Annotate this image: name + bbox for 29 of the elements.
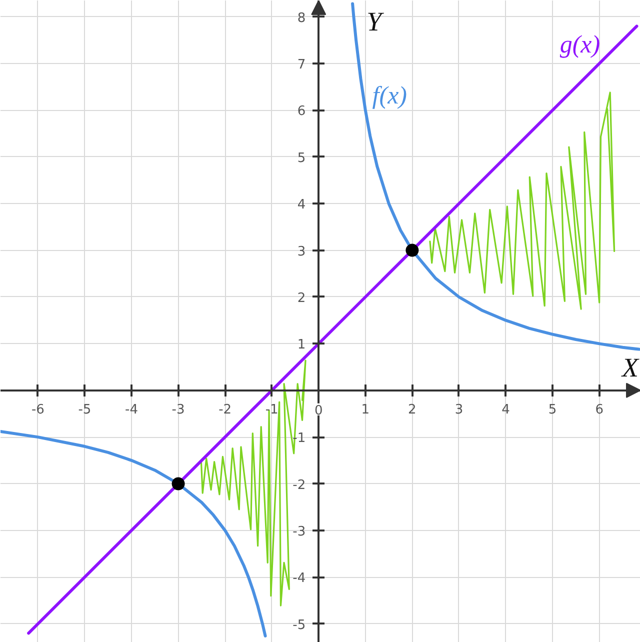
series-label: f(x): [372, 82, 408, 110]
y-tick-label: -3: [292, 524, 306, 540]
y-tick-label: 4: [297, 198, 306, 213]
x-tick-label: -1: [265, 402, 278, 418]
x-tick-label: -6: [31, 402, 44, 418]
y-tick-label: 8: [297, 10, 306, 26]
y-tick-label: 2: [297, 290, 306, 306]
y-tick-label: -4: [292, 571, 306, 586]
y-axis-title: Y: [366, 6, 385, 36]
x-tick-label: 2: [408, 402, 416, 418]
y-tick-label: 5: [297, 150, 306, 166]
y-tick-label: 1: [297, 338, 306, 353]
y-tick-label: 3: [297, 244, 306, 260]
x-tick-label: 6: [595, 402, 604, 418]
series-label: g(x): [560, 31, 600, 58]
x-tick-label: -4: [125, 402, 138, 418]
x-tick-label: 5: [548, 402, 557, 418]
x-tick-label: 1: [361, 402, 370, 418]
x-tick-label: 4: [502, 402, 510, 418]
x-tick-label: 3: [454, 402, 464, 418]
x-tick-label: -5: [78, 402, 92, 418]
x-tick-label: -3: [172, 402, 185, 418]
y-tick-label: 6: [297, 104, 306, 120]
x-tick-label: -2: [218, 402, 232, 418]
y-tick-label: -5: [292, 618, 306, 633]
x-axis-title: X: [621, 352, 640, 382]
x-tick-label: 0: [314, 403, 323, 418]
y-tick-label: -2: [292, 478, 306, 493]
y-tick-label: 7: [297, 58, 306, 73]
